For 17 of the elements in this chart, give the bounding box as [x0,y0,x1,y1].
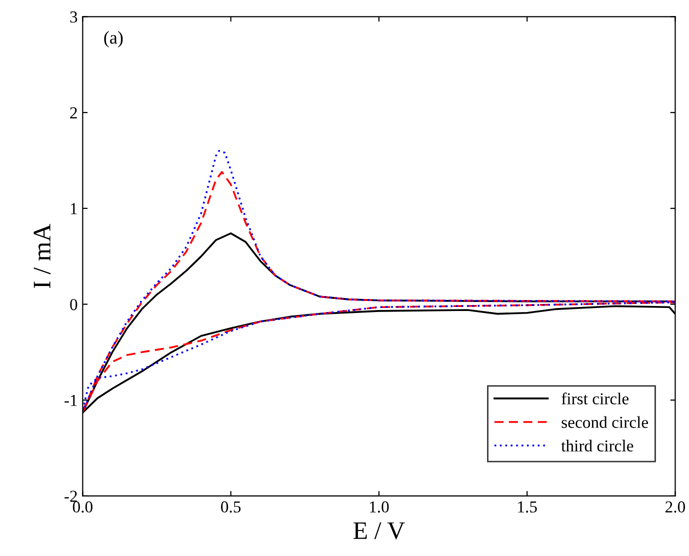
y-tick-label: 3 [70,11,78,23]
x-tick-label: 2.0 [666,501,685,513]
x-tick-label: 1.0 [370,501,389,513]
y-tick-label: 1 [70,203,77,214]
y-tick-label: -2 [64,490,77,502]
x-tick-label: 0.5 [221,501,241,513]
y-tick-label: 2 [70,107,77,118]
legend-label: second circle [562,416,648,428]
y-axis-title: I / mA [34,224,51,288]
legend-label: third circle [561,440,634,452]
y-tick-label: -1 [64,394,77,406]
y-tick-label: 0 [70,298,78,310]
x-tick-label: 1.5 [518,501,537,513]
annotation: (a) [104,31,123,48]
legend-label: first circle [562,392,629,404]
x-tick-label: 0.0 [72,501,92,513]
x-axis-title: E / V [354,522,405,540]
